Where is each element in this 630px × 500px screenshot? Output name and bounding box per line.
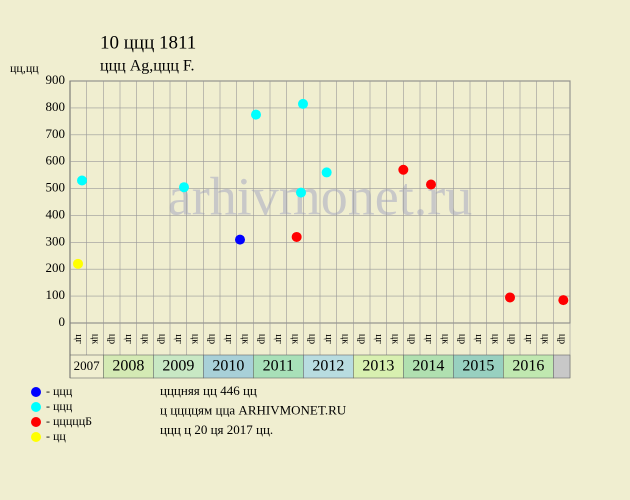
- column-label: цк: [140, 334, 151, 344]
- column-label: цк: [390, 334, 401, 344]
- y-tick-label: 200: [46, 260, 66, 275]
- note: ццц ц 20 ця 2017 цц.: [160, 422, 273, 437]
- column-label: цк: [490, 334, 501, 344]
- legend-marker: [31, 402, 41, 412]
- point: [558, 295, 569, 306]
- point: [296, 187, 306, 198]
- column-label: цг: [123, 334, 134, 343]
- year-label: 2007: [74, 358, 101, 373]
- legend-name: ццц: [53, 399, 73, 413]
- legend-name: цццццБ: [53, 414, 92, 428]
- year-label: 2012: [312, 358, 344, 375]
- column-label: цр: [406, 334, 417, 344]
- y-tick-label: 800: [46, 99, 66, 114]
- column-label: цк: [90, 334, 101, 344]
- year-label: 2016: [512, 358, 544, 375]
- year-label: 2010: [212, 358, 244, 375]
- year-label: 2015: [462, 358, 494, 375]
- column-label: цк: [240, 334, 251, 344]
- year-label: 2008: [112, 358, 144, 375]
- point: [291, 231, 302, 242]
- point: [235, 234, 245, 245]
- legend-label: - цццццБ: [46, 414, 92, 428]
- column-label: цр: [156, 334, 167, 344]
- point: [505, 292, 515, 303]
- year-label: 2011: [263, 358, 294, 375]
- legend-label: - ццц: [46, 384, 73, 398]
- year-label: 2014: [412, 358, 444, 375]
- point: [321, 167, 332, 178]
- point: [298, 98, 308, 109]
- column-label: цр: [256, 334, 267, 344]
- year-label: 2009: [162, 358, 194, 375]
- column-label: цг: [473, 334, 484, 343]
- legend-marker: [31, 432, 41, 442]
- column-label: цр: [106, 334, 117, 344]
- y-tick-label: 900: [46, 72, 66, 87]
- note: ц ццццям цца ARHIVMONET.RU: [160, 402, 347, 417]
- column-label: цг: [423, 334, 434, 343]
- y-tick-label: 500: [46, 180, 66, 195]
- column-label: цг: [73, 334, 84, 343]
- column-label: цк: [340, 334, 351, 344]
- y-tick-label: 0: [59, 314, 66, 329]
- column-label: цк: [190, 334, 201, 344]
- point: [77, 175, 87, 186]
- column-label: цг: [273, 334, 284, 343]
- point: [251, 109, 261, 120]
- column-label: цр: [356, 334, 367, 344]
- y-tick-label: 600: [46, 153, 66, 168]
- column-label: цр: [306, 334, 317, 344]
- chart-title: 10 ццц 1811: [100, 32, 196, 53]
- column-label: цг: [323, 334, 334, 343]
- year-cell-empty: [553, 354, 571, 379]
- y-tick-label: 100: [46, 287, 66, 302]
- y-tick-label: 700: [46, 126, 66, 141]
- column-label: цг: [173, 334, 184, 343]
- column-label: цк: [290, 334, 301, 344]
- y-tick-label: 300: [46, 233, 66, 248]
- point: [398, 164, 409, 175]
- column-label: цг: [523, 334, 534, 343]
- legend-label: - ццц: [46, 399, 73, 413]
- legend-name: ццц: [53, 384, 73, 398]
- column-label: цр: [506, 334, 517, 344]
- column-label: цг: [223, 334, 234, 343]
- legend-name: цц: [53, 429, 66, 443]
- column-label: цк: [440, 334, 451, 344]
- column-label: цр: [456, 334, 467, 344]
- column-label: цр: [206, 334, 217, 344]
- legend-label: - цц: [46, 429, 66, 443]
- legend-marker: [31, 387, 41, 397]
- point: [179, 182, 189, 193]
- y-tick-label: 400: [46, 206, 66, 221]
- year-label: 2013: [362, 358, 394, 375]
- column-label: цр: [556, 334, 567, 344]
- column-label: цк: [540, 334, 551, 344]
- point: [426, 179, 436, 190]
- column-label: цг: [373, 334, 384, 343]
- y-axis-label: цц,цц: [10, 61, 39, 75]
- legend-marker: [31, 417, 41, 427]
- note: цццняя цц 446 цц: [160, 383, 257, 398]
- point: [73, 258, 83, 269]
- chart-subtitle: ццц Ag,ццц F.: [100, 58, 195, 75]
